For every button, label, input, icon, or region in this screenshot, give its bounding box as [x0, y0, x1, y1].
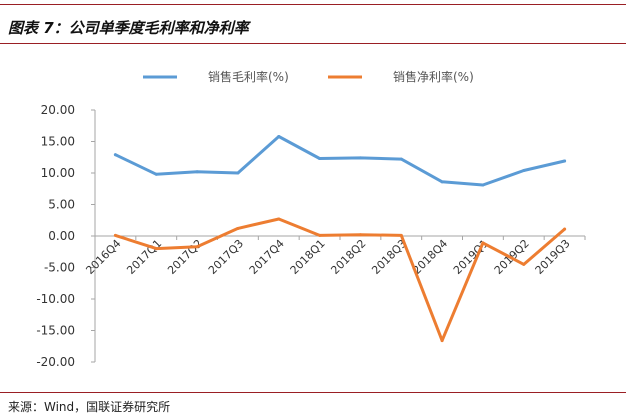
series-2-point [522, 262, 526, 266]
y-tick-label: 10.00 [41, 166, 75, 180]
y-tick-label: -10.00 [36, 292, 75, 306]
x-category-label: 2019Q3 [533, 237, 573, 277]
x-category-label: 2018Q1 [288, 237, 328, 277]
y-tick-label: 15.00 [41, 135, 75, 149]
series-2-point [481, 241, 485, 245]
y-tick-label: -5.00 [44, 261, 75, 275]
series-2-point [399, 233, 403, 237]
series-1-point [277, 134, 281, 138]
figure-title: 图表 7：公司单季度毛利率和净利率 [8, 19, 249, 37]
series-1-point [440, 180, 444, 184]
series-1-point [318, 157, 322, 161]
legend-label-1: 销售毛利率(%) [208, 69, 289, 84]
series-1-point [399, 157, 403, 161]
series-1-point [358, 156, 362, 160]
x-category-label: 2017Q3 [206, 237, 246, 277]
x-category-label: 2017Q2 [165, 237, 205, 277]
series-2-point [236, 226, 240, 230]
series-2-point [358, 233, 362, 237]
x-category-label: 2017Q1 [124, 237, 164, 277]
series-line-1 [113, 135, 567, 187]
series-2-point [277, 217, 281, 221]
series-2-point [154, 247, 158, 251]
figure-title-bar: 图表 7：公司单季度毛利率和净利率 [0, 4, 626, 44]
series-1-point [113, 153, 117, 157]
x-category-label: 2018Q2 [328, 237, 368, 277]
source-note: 来源：Wind，国联证券研究所 [8, 400, 171, 414]
series-2-point [113, 233, 117, 237]
series-1-point [154, 172, 158, 176]
line-chart: 销售毛利率(%) 销售净利率(%) 20.00 15.00 10.00 5.00 0.00 -… [36, 69, 586, 369]
series-line-2 [113, 217, 567, 343]
series-2-point [318, 233, 322, 237]
series-1-point [563, 159, 567, 163]
y-tick-label: -20.00 [36, 355, 75, 369]
y-tick-label: 0.00 [48, 229, 75, 243]
series-1-point [195, 170, 199, 174]
x-category-label: 2017Q4 [247, 237, 287, 277]
series-2-point [563, 227, 567, 231]
series-2-point [440, 339, 444, 343]
legend-label-2: 销售净利率(%) [393, 69, 474, 84]
y-tick-label: 20.00 [41, 103, 75, 117]
series-1-point [481, 183, 485, 187]
y-tick-label: -15.00 [36, 324, 75, 338]
series-1-point [522, 168, 526, 172]
x-category-label: 2016Q4 [83, 237, 123, 277]
series-2-point [195, 245, 199, 249]
series-1-point [236, 171, 240, 175]
source-bar: 来源：Wind，国联证券研究所 [0, 392, 626, 416]
y-tick-label: 5.00 [48, 198, 75, 212]
